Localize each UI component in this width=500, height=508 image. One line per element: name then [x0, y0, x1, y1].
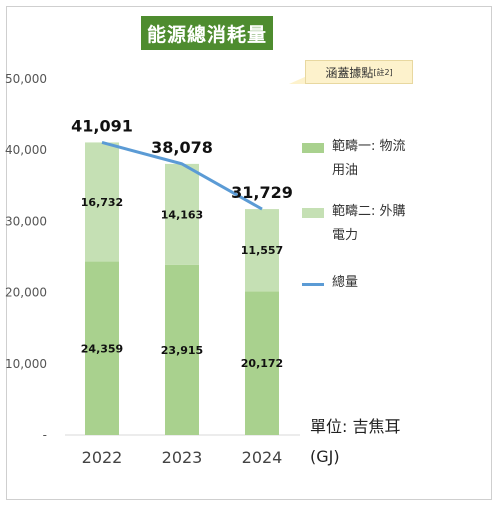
chart-frame — [6, 6, 492, 500]
bar-scope1 — [245, 291, 279, 435]
bar-scope2 — [245, 209, 279, 292]
bar-scope2 — [85, 142, 119, 262]
total-label: 41,091 — [71, 116, 133, 135]
y-tick-label: 20,000 — [5, 286, 47, 300]
bar-scope1 — [165, 264, 199, 435]
bar-scope2 — [165, 163, 199, 265]
unit-label: 單位: 吉焦耳 (GJ) — [310, 417, 401, 466]
coverage-callout: 涵蓋據點 [註2] — [305, 60, 413, 84]
data-label-scope1: 23,915 — [161, 344, 203, 357]
total-label: 31,729 — [231, 183, 293, 202]
y-tick-label: 10,000 — [5, 357, 47, 371]
legend-label-scope2: 範疇二: 外購 電力 — [332, 204, 406, 243]
total-label: 38,078 — [151, 138, 213, 157]
legend-label-scope1: 範疇一: 物流 用油 — [332, 139, 406, 178]
data-label-scope2: 16,732 — [81, 196, 123, 209]
x-tick-label: 2024 — [242, 448, 283, 467]
data-label-scope1: 24,359 — [81, 342, 123, 355]
y-tick-label: 40,000 — [5, 143, 47, 157]
x-tick-label: 2022 — [82, 448, 123, 467]
bar-scope1 — [85, 261, 119, 435]
data-label-scope2: 14,163 — [161, 208, 203, 221]
legend-swatch-scope1 — [302, 143, 324, 153]
legend-line-total — [302, 283, 324, 286]
data-label-scope1: 20,172 — [241, 357, 283, 370]
y-tick-label: 30,000 — [5, 214, 47, 228]
y-tick-label: - — [43, 428, 47, 442]
data-label-scope2: 11,557 — [241, 244, 283, 257]
callout-tail — [289, 76, 307, 84]
y-tick-label: 50,000 — [5, 72, 47, 86]
legend-swatch-scope2 — [302, 208, 324, 218]
chart-title: 能源總消耗量 — [141, 16, 273, 50]
callout-text: 涵蓋據點 — [325, 65, 374, 80]
callout-note: [註2] — [373, 67, 393, 77]
x-tick-label: 2023 — [162, 448, 203, 467]
legend-label-total: 總量 — [332, 275, 359, 290]
total-line — [101, 140, 263, 211]
